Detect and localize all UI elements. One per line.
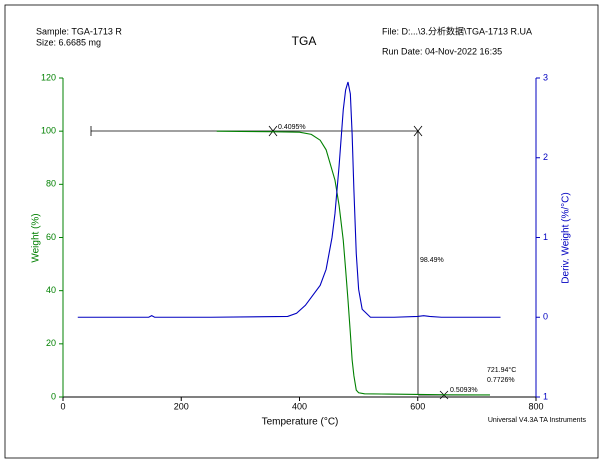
y2-tick-label: 3 bbox=[543, 72, 548, 82]
annotation: 721.94°C bbox=[487, 366, 516, 374]
x-tick-label: 200 bbox=[174, 401, 189, 411]
y-tick-label: 80 bbox=[46, 179, 56, 189]
x-tick-label: 0 bbox=[60, 401, 65, 411]
annotation-lines bbox=[90, 125, 490, 400]
x-tick-label: 800 bbox=[528, 401, 543, 411]
annotation: 0.5093% bbox=[450, 387, 478, 394]
y-tick-label: 40 bbox=[46, 285, 56, 295]
data-line bbox=[216, 130, 490, 396]
y2-tick-label: 2 bbox=[543, 152, 548, 162]
y-tick-label: 20 bbox=[46, 338, 56, 348]
y2-axis-label: Deriv. Weight (%/°C) bbox=[561, 192, 572, 283]
data-line bbox=[77, 81, 501, 318]
footer: Universal V4.3A TA Instruments bbox=[488, 417, 587, 424]
y2-tick-label: 1 bbox=[543, 232, 548, 242]
x-axis-label: Temperature (°C) bbox=[262, 417, 339, 428]
y2-tick-label: 0 bbox=[543, 312, 548, 322]
y-tick-label: 120 bbox=[41, 72, 56, 82]
chart-title: TGA bbox=[292, 34, 317, 48]
y-tick-label: 60 bbox=[46, 232, 56, 242]
y-tick-label: 100 bbox=[41, 126, 56, 136]
file: File: D:...\3.分析数据\TGA-1713 R.UA bbox=[382, 25, 532, 36]
annotation: 98.49% bbox=[420, 257, 444, 264]
annotation: 0.4095% bbox=[278, 124, 306, 131]
frame bbox=[4, 4, 599, 459]
run-date: Run Date: 04-Nov-2022 16:35 bbox=[382, 46, 502, 56]
y2-tick-label: 1 bbox=[543, 391, 548, 401]
x-tick-label: 600 bbox=[410, 401, 425, 411]
x-tick-label: 400 bbox=[292, 401, 307, 411]
sample: Sample: TGA-1713 R bbox=[36, 26, 122, 36]
size: Size: 6.6685 mg bbox=[36, 37, 101, 47]
y-tick-label: 0 bbox=[51, 391, 56, 401]
y-axis-label: Weight (%) bbox=[31, 213, 42, 262]
annotation: 0.7726% bbox=[487, 377, 515, 384]
